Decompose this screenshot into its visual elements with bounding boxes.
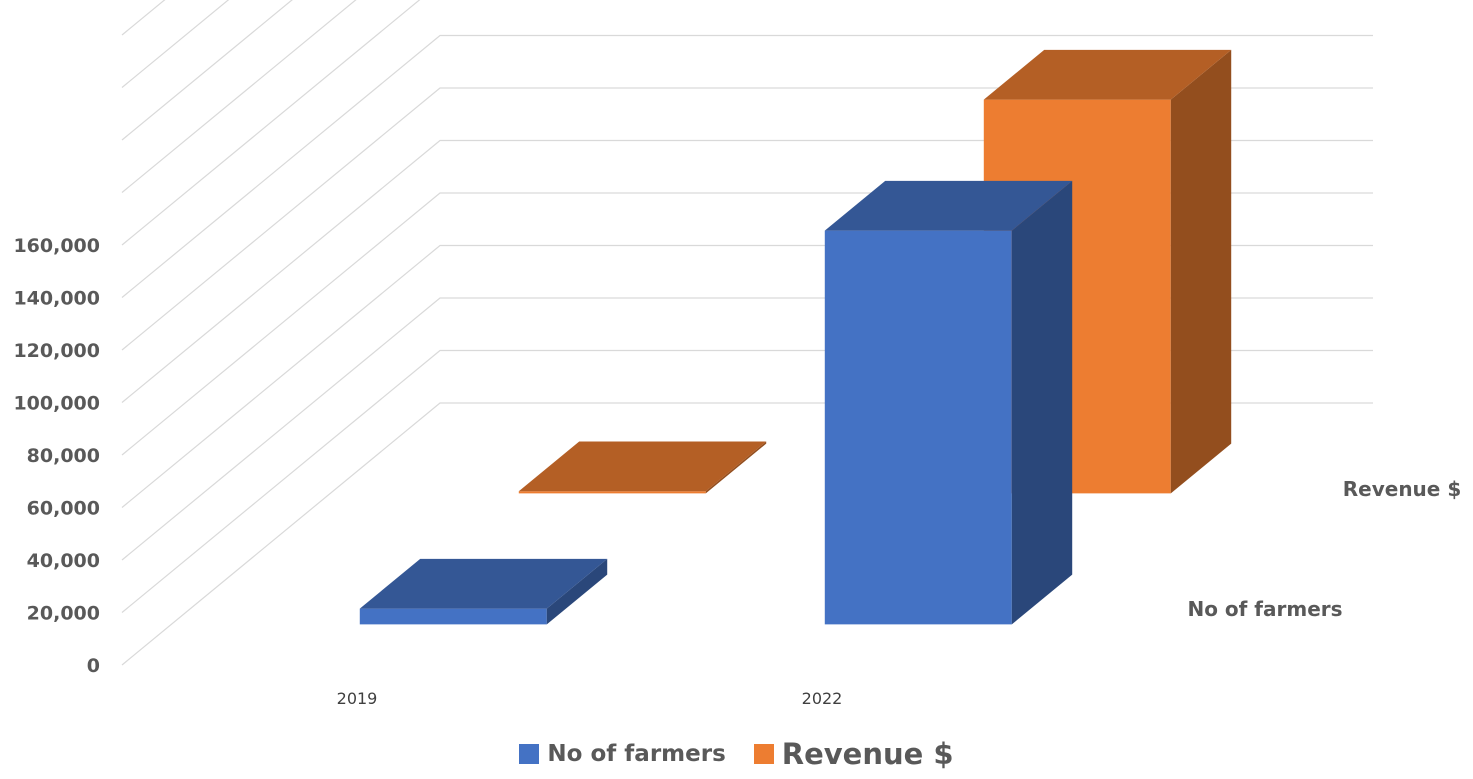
bar-no-of-farmers-2022-top xyxy=(824,180,1073,231)
legend-label-revenue: Revenue $ xyxy=(781,737,954,771)
bar-revenue-2019-top xyxy=(518,441,767,492)
gridline xyxy=(121,0,293,141)
legend-label-no-of-farmers: No of farmers xyxy=(547,741,726,767)
legend-item-no-of-farmers: No of farmers xyxy=(519,741,726,767)
legend-swatch-revenue xyxy=(753,744,774,764)
bar-no-of-farmers-2022-side xyxy=(1011,180,1073,625)
bar-no-of-farmers-2019-side xyxy=(546,558,608,625)
gridline xyxy=(121,34,1373,298)
bar-no-of-farmers-2019-front xyxy=(359,608,547,625)
y-tick-label: 100,000 xyxy=(13,393,100,415)
y-tick-label: 80,000 xyxy=(27,445,100,467)
chart-plot: 0 20,000 40,000 60,000 80,000 100,000 120,000 1… xyxy=(13,0,1462,708)
bar-revenue-2022-side xyxy=(1170,49,1232,494)
bar-revenue-2019-side xyxy=(705,441,767,494)
gridline xyxy=(121,0,421,246)
y-tick-label: 120,000 xyxy=(13,340,100,362)
y-tick-label: 20,000 xyxy=(27,603,100,625)
y-tick-label: 0 xyxy=(87,655,100,677)
legend-item-revenue: Revenue $ xyxy=(753,737,954,771)
gridline xyxy=(121,0,357,193)
gridline xyxy=(121,0,230,88)
bar-revenue-2022-top xyxy=(983,49,1232,100)
bar-no-of-farmers-2019-top xyxy=(359,558,608,609)
bar-no-of-farmers-2022-front xyxy=(824,230,1012,625)
y-tick-label: 140,000 xyxy=(13,288,100,310)
x-category-label: 2019 xyxy=(337,689,378,708)
depth-axis-label: No of farmers xyxy=(1187,597,1342,621)
y-tick-label: 40,000 xyxy=(27,550,100,572)
chart-legend: No of farmers Revenue $ xyxy=(0,737,1473,771)
legend-swatch-no-of-farmers xyxy=(519,744,540,764)
y-tick-label: 60,000 xyxy=(27,498,100,520)
bar-revenue-2019-front xyxy=(518,491,706,494)
gridline xyxy=(121,0,166,36)
y-tick-label: 160,000 xyxy=(13,235,100,257)
x-category-label: 2022 xyxy=(802,689,843,708)
depth-axis-label: Revenue $ xyxy=(1343,477,1462,501)
